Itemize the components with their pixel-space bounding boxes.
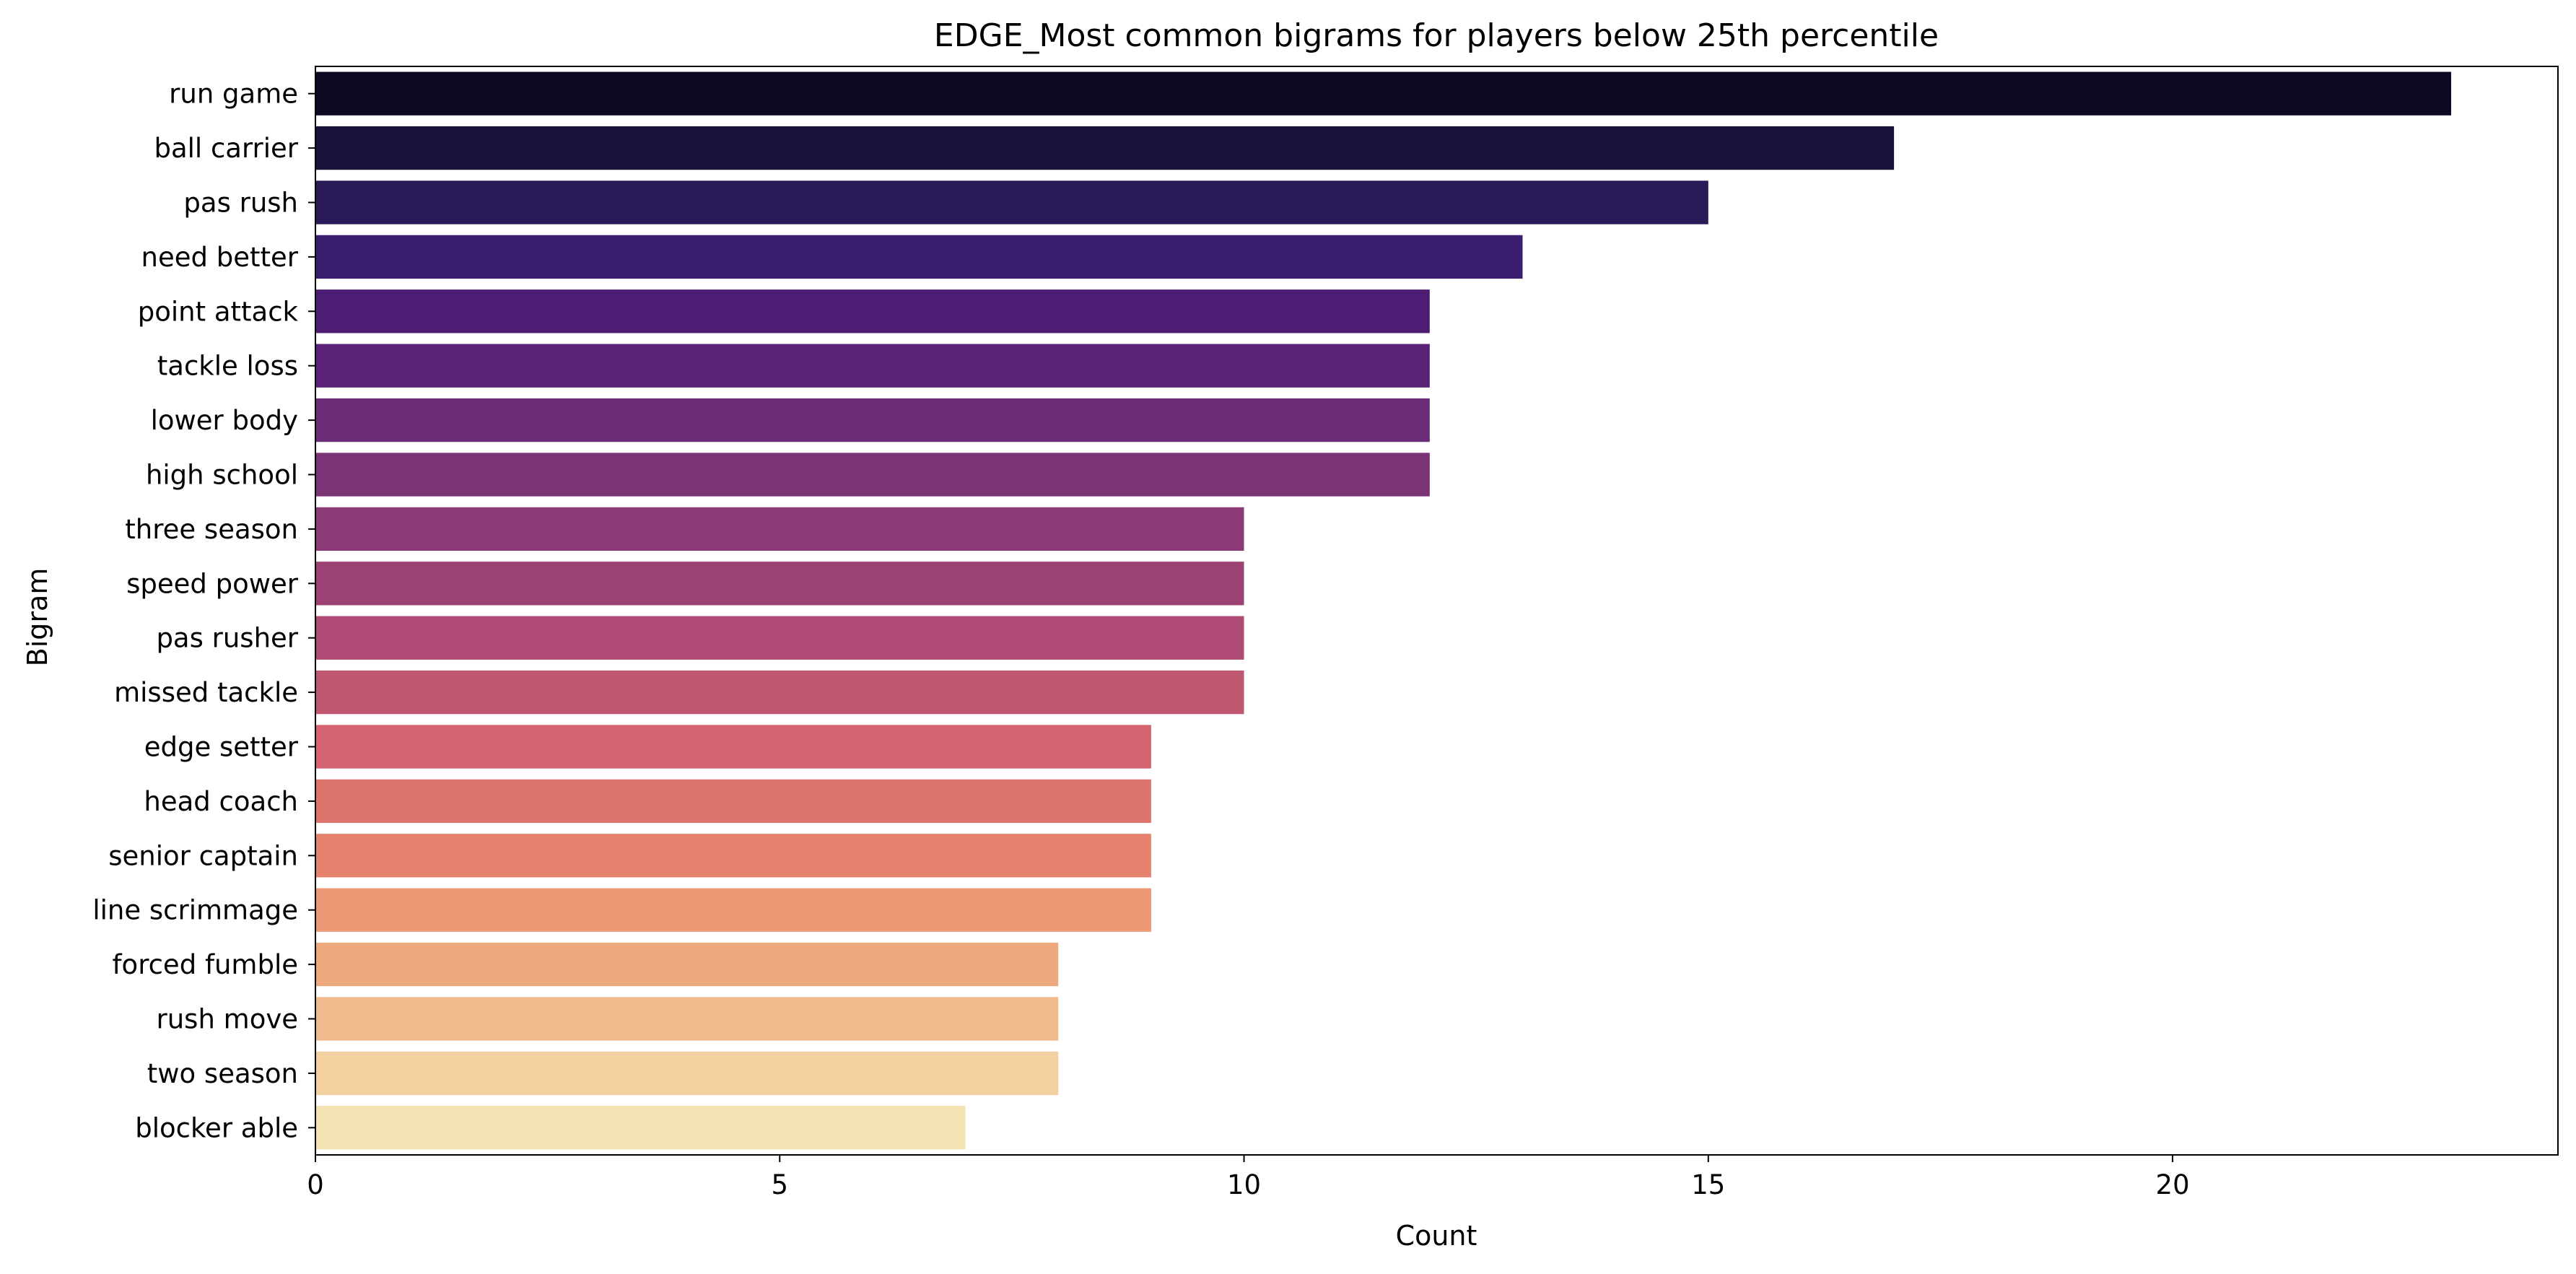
- y-tick-label: blocker able: [135, 1112, 298, 1143]
- bar-tackle-loss: [315, 344, 1430, 388]
- bar-forced-fumble: [315, 942, 1059, 987]
- bar-blocker-able: [315, 1106, 966, 1150]
- y-tick-label: need better: [141, 242, 299, 273]
- bar-run-game: [315, 71, 2452, 115]
- bar-high-school: [315, 453, 1430, 497]
- x-tick-label: 10: [1227, 1169, 1261, 1200]
- chart-title: EDGE_Most common bigrams for players bel…: [934, 17, 1939, 54]
- x-tick-label: 15: [1691, 1169, 1725, 1200]
- bar-need-better: [315, 235, 1523, 279]
- bars-group: [315, 71, 2452, 1150]
- bar-head-coach: [315, 779, 1151, 824]
- y-tick-label: high school: [146, 460, 298, 491]
- y-tick-label: line scrimmage: [92, 895, 298, 926]
- y-axis-label: Bigram: [22, 568, 53, 667]
- y-tick-label: three season: [125, 514, 298, 545]
- y-tick-label: edge setter: [144, 732, 299, 763]
- bar-point-attack: [315, 289, 1430, 333]
- bar-line-scrimmage: [315, 888, 1151, 932]
- bar-senior-captain: [315, 834, 1151, 878]
- bar-edge-setter: [315, 725, 1151, 769]
- y-tick-label: head coach: [144, 786, 298, 817]
- y-tick-label: rush move: [157, 1004, 299, 1035]
- bar-speed-power: [315, 562, 1244, 606]
- bar-missed-tackle: [315, 670, 1244, 715]
- x-tick-label: 20: [2156, 1169, 2190, 1200]
- bar-two-season: [315, 1051, 1059, 1096]
- bar-ball-carrier: [315, 126, 1895, 170]
- y-tick-label: pas rush: [183, 188, 298, 219]
- y-tick-labels: run game ball carrier pas rush need better p…: [92, 79, 315, 1143]
- y-tick-label: tackle loss: [157, 351, 298, 382]
- bar-lower-body: [315, 398, 1430, 442]
- y-tick-label: missed tackle: [114, 677, 298, 708]
- bar-pas-rusher: [315, 616, 1244, 660]
- x-tick-label: 5: [771, 1169, 788, 1200]
- y-tick-label: senior captain: [108, 840, 298, 871]
- y-tick-label: ball carrier: [154, 133, 298, 164]
- y-tick-label: two season: [147, 1058, 298, 1089]
- x-axis-label: Count: [1396, 1220, 1477, 1252]
- bar-pas-rush: [315, 180, 1708, 224]
- y-tick-label: lower body: [151, 405, 298, 436]
- bar-rush-move: [315, 997, 1059, 1041]
- bar-three-season: [315, 507, 1244, 551]
- x-tick-label: 0: [307, 1169, 324, 1200]
- y-tick-label: forced fumble: [113, 949, 298, 980]
- y-tick-label: pas rusher: [156, 623, 298, 654]
- y-tick-label: point attack: [138, 296, 299, 327]
- plot-area-frame: [315, 66, 2559, 1156]
- y-tick-label: speed power: [126, 568, 299, 599]
- x-axis-ticks: 0 5 10 15 20: [307, 1155, 2190, 1200]
- y-tick-label: run game: [169, 79, 298, 110]
